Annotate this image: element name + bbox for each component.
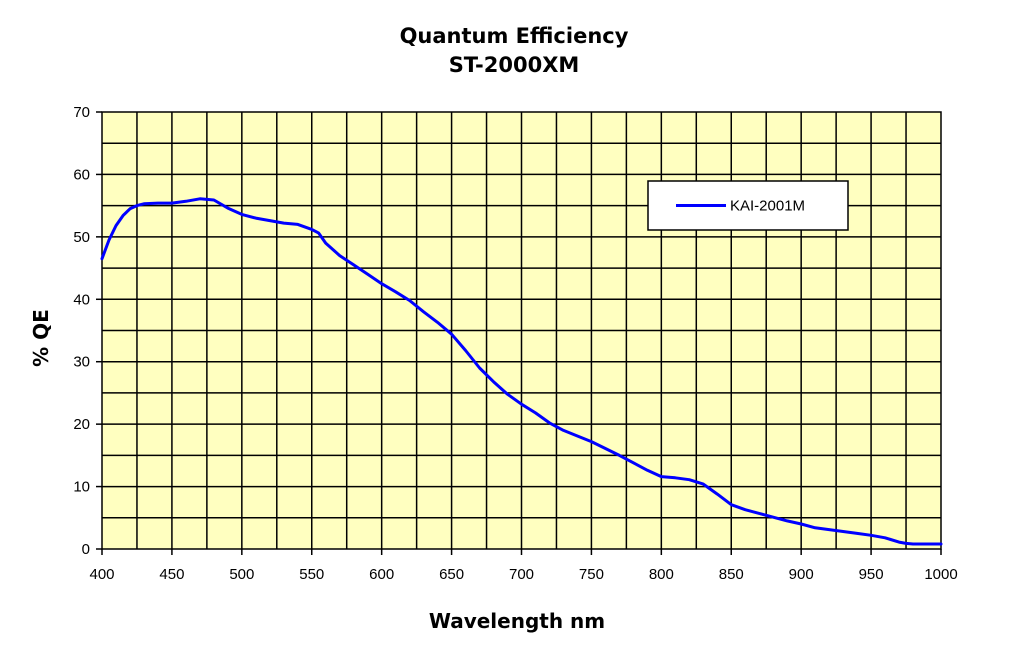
y-tick-label: 40 bbox=[73, 291, 90, 308]
legend-entry: KAI-2001M bbox=[730, 198, 805, 215]
x-tick-label: 450 bbox=[159, 566, 184, 583]
x-tick-label: 950 bbox=[859, 566, 884, 583]
x-tick-label: 1000 bbox=[924, 566, 957, 583]
chart-subtitle: ST-2000XM bbox=[448, 53, 580, 77]
x-tick-label: 400 bbox=[89, 566, 114, 583]
x-tick-label: 550 bbox=[299, 566, 324, 583]
x-tick-label: 500 bbox=[229, 566, 254, 583]
y-axis-title: % QE bbox=[29, 309, 53, 367]
x-tick-label: 750 bbox=[579, 566, 604, 583]
x-tick-label: 600 bbox=[369, 566, 394, 583]
x-tick-label: 700 bbox=[509, 566, 534, 583]
legend: KAI-2001M bbox=[647, 180, 849, 231]
y-tick-label: 0 bbox=[82, 541, 90, 558]
y-tick-label: 10 bbox=[73, 479, 90, 496]
chart-title: Quantum Efficiency bbox=[399, 24, 629, 48]
y-tick-label: 50 bbox=[73, 229, 90, 246]
series-line bbox=[100, 197, 943, 546]
chart-title-block: Quantum Efficiency ST-2000XM bbox=[0, 22, 1028, 80]
y-tick-label: 60 bbox=[73, 166, 90, 183]
y-tick-label: 70 bbox=[73, 104, 90, 121]
x-axis-title: Wavelength nm bbox=[429, 609, 605, 633]
y-tick-label: 30 bbox=[73, 354, 90, 371]
x-tick-label: 850 bbox=[719, 566, 744, 583]
x-tick-label: 800 bbox=[649, 566, 674, 583]
x-tick-label: 650 bbox=[439, 566, 464, 583]
y-tick-label: 20 bbox=[73, 416, 90, 433]
x-tick-label: 900 bbox=[789, 566, 814, 583]
